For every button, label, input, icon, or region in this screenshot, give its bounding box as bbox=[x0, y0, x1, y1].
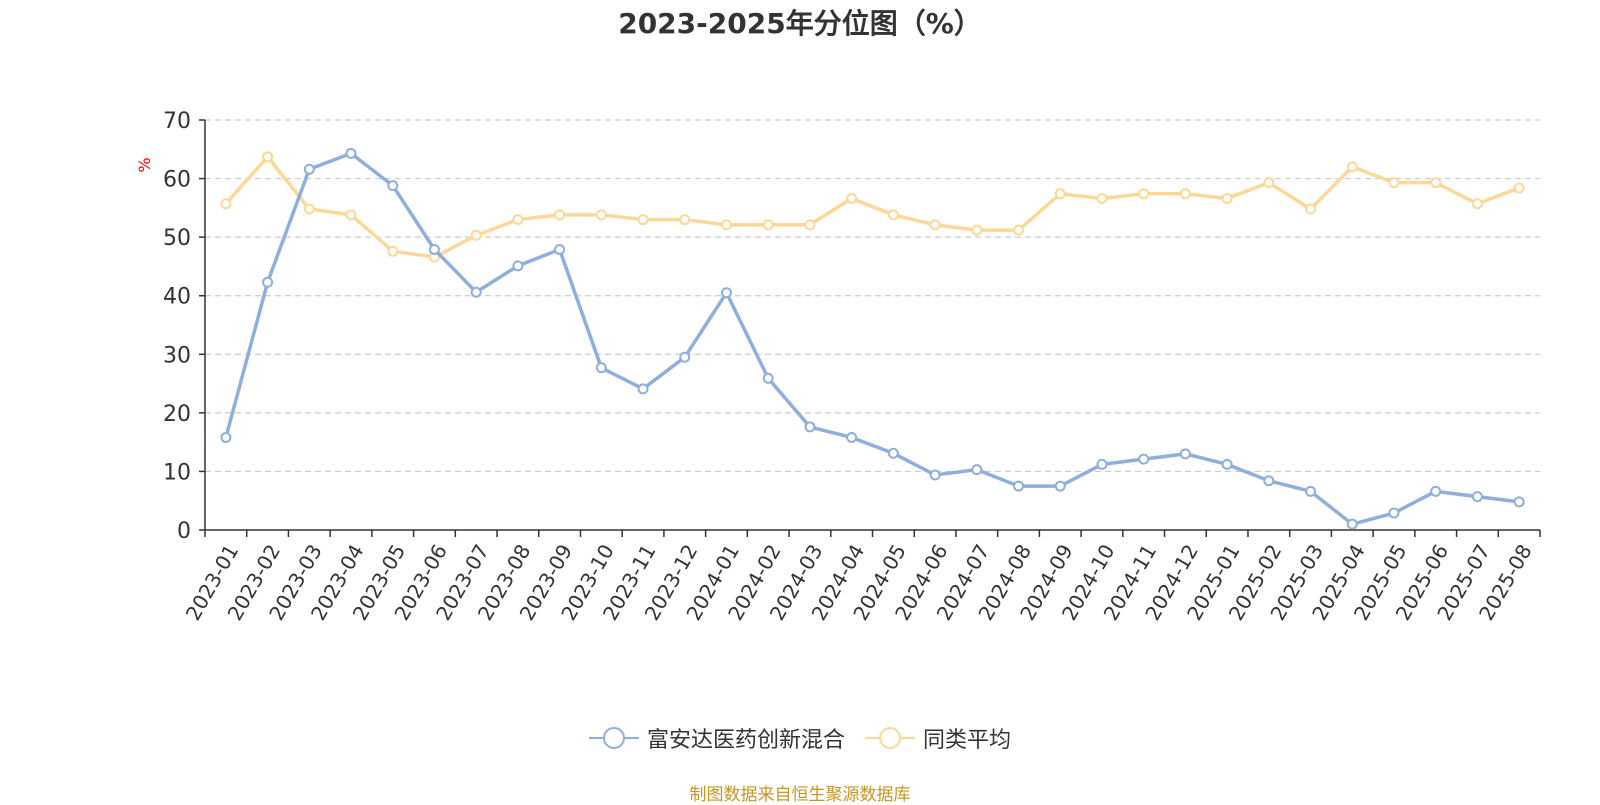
series-1-point bbox=[804, 421, 816, 433]
series-1-point bbox=[387, 180, 399, 192]
series-2-point bbox=[1346, 161, 1358, 173]
series-2-point bbox=[1513, 182, 1525, 194]
series-1-point bbox=[1013, 480, 1025, 492]
series-2-point bbox=[762, 219, 774, 231]
series-1-point bbox=[512, 260, 524, 272]
series-1-point bbox=[1054, 480, 1066, 492]
legend-item-fund[interactable]: 富安达医药创新混合 bbox=[588, 722, 845, 754]
series-1-point bbox=[1221, 458, 1233, 470]
series-1-point bbox=[262, 276, 274, 288]
y-tick-label: 20 bbox=[163, 402, 191, 427]
series-2-point bbox=[345, 209, 357, 221]
series-2-point bbox=[470, 229, 482, 241]
series-2-point bbox=[595, 209, 607, 221]
series-1-point bbox=[428, 243, 440, 255]
y-tick-label: 30 bbox=[163, 343, 191, 368]
legend-item-average[interactable]: 同类平均 bbox=[865, 722, 1011, 754]
series-1-point bbox=[929, 469, 941, 481]
series-1-point bbox=[554, 243, 566, 255]
series-1-point bbox=[470, 286, 482, 298]
source-note: 制图数据来自恒生聚源数据库 bbox=[689, 785, 911, 805]
series-1-point bbox=[1471, 491, 1483, 503]
series-line-1 bbox=[224, 151, 1520, 526]
series-2-point bbox=[679, 214, 691, 226]
series-1-point bbox=[846, 431, 858, 443]
series-1-point bbox=[971, 464, 983, 476]
series-1-point bbox=[1388, 507, 1400, 519]
series-2-point bbox=[1263, 177, 1275, 189]
series-2-point bbox=[804, 219, 816, 231]
series-line-2 bbox=[224, 155, 1520, 259]
series-2-point bbox=[1013, 224, 1025, 236]
y-tick-label: 70 bbox=[163, 109, 191, 134]
y-axis-label: % bbox=[135, 157, 154, 172]
series-1-point bbox=[887, 447, 899, 459]
series-1-point bbox=[345, 147, 357, 159]
series-2-point bbox=[1179, 188, 1191, 200]
y-tick-label: 40 bbox=[163, 285, 191, 310]
legend-label-average: 同类平均 bbox=[923, 728, 1012, 753]
series-1-point bbox=[1179, 448, 1191, 460]
series-1-point bbox=[595, 362, 607, 374]
series-2-point bbox=[846, 192, 858, 204]
y-tick-label: 60 bbox=[163, 168, 191, 193]
series-1-point bbox=[303, 163, 315, 175]
series-2-point bbox=[303, 203, 315, 215]
series-1-point bbox=[1513, 496, 1525, 508]
series-1-point bbox=[637, 383, 649, 395]
y-tick-label: 50 bbox=[163, 226, 191, 251]
chart-title: 2023-2025年分位图（%） bbox=[618, 7, 982, 40]
series-1-point bbox=[1305, 485, 1317, 497]
series-1-point bbox=[1430, 485, 1442, 497]
series-1-point bbox=[1346, 518, 1358, 530]
series-1-point bbox=[1096, 458, 1108, 470]
y-tick-label: 0 bbox=[177, 519, 191, 544]
series-2-point bbox=[637, 214, 649, 226]
series-2-point bbox=[720, 219, 732, 231]
series-1-point bbox=[1138, 453, 1150, 465]
legend: 富安达医药创新混合 同类平均 bbox=[0, 722, 1600, 754]
legend-line-circle-icon bbox=[588, 726, 639, 750]
series-2-point bbox=[1054, 188, 1066, 200]
legend-line-circle-icon bbox=[865, 726, 915, 750]
series-1-point bbox=[220, 431, 232, 443]
series-2-point bbox=[387, 245, 399, 257]
series-2-point bbox=[1138, 188, 1150, 200]
series-2-point bbox=[512, 214, 524, 226]
series-2-point bbox=[971, 224, 983, 236]
series-2-point bbox=[220, 198, 232, 210]
line-chart: 010203040506070%2023-012023-022023-03202… bbox=[135, 109, 1541, 624]
series-2-point bbox=[887, 209, 899, 221]
series-2-point bbox=[1430, 177, 1442, 189]
legend-label-fund: 富安达医药创新混合 bbox=[646, 728, 845, 753]
series-1-point bbox=[1263, 475, 1275, 487]
series-2-point bbox=[1221, 192, 1233, 204]
series-1-point bbox=[679, 351, 691, 363]
series-2-point bbox=[1305, 203, 1317, 215]
series-2-point bbox=[1096, 192, 1108, 204]
series-2-point bbox=[1388, 177, 1400, 189]
series-1-point bbox=[720, 287, 732, 299]
series-2-point bbox=[262, 151, 274, 163]
series-2-point bbox=[929, 219, 941, 231]
series-2-point bbox=[1471, 198, 1483, 210]
y-tick-label: 10 bbox=[163, 460, 191, 485]
series-1-point bbox=[762, 372, 774, 384]
series-2-point bbox=[554, 209, 566, 221]
